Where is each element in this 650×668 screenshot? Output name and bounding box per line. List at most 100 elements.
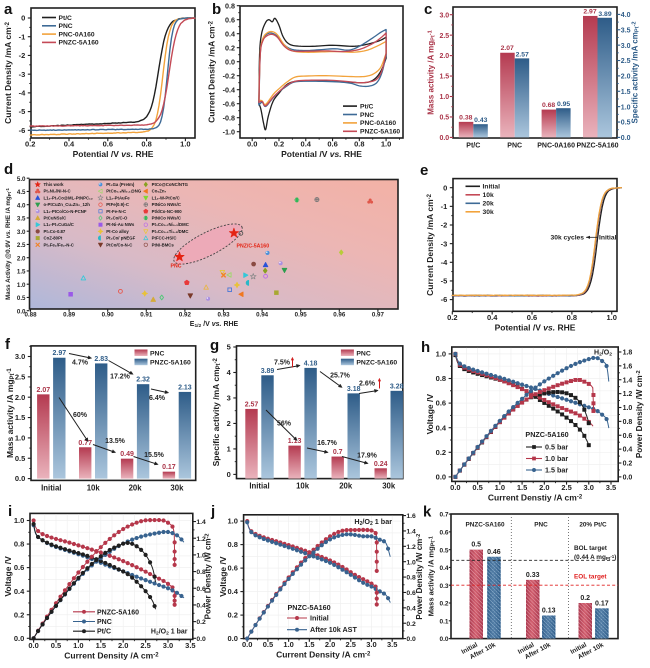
svg-text:-6: -6 (441, 295, 448, 304)
svg-text:PNZC-5A160: PNZC-5A160 (525, 430, 568, 439)
svg-text:0.8: 0.8 (354, 140, 364, 149)
svg-text:Pt/C: Pt/C (360, 103, 374, 110)
svg-text:0.0: 0.0 (28, 641, 38, 650)
svg-text:1.0: 1.0 (227, 517, 237, 526)
svg-text:1.0: 1.0 (73, 641, 83, 650)
svg-text:0.8: 0.8 (14, 540, 24, 549)
svg-text:o-PtCuZn_Cu₆Zn₂_12h: o-PtCuZn_Cu₆Zn₂_12h (44, 202, 91, 207)
svg-text:PNC: PNC (59, 23, 73, 30)
svg-text:0.2: 0.2 (406, 621, 416, 628)
svg-text:30k: 30k (170, 483, 184, 492)
svg-text:1.0: 1.0 (17, 282, 26, 289)
svg-text:0.4: 0.4 (301, 140, 312, 149)
svg-text:-3: -3 (441, 239, 448, 248)
svg-text:1.0: 1.0 (14, 516, 24, 525)
svg-text:1.5: 1.5 (304, 640, 314, 649)
svg-text:Potential /V vs. RHE: Potential /V vs. RHE (281, 149, 362, 159)
svg-text:i: i (8, 503, 12, 520)
svg-text:-5: -5 (19, 107, 26, 116)
svg-text:PNC: PNC (534, 522, 548, 529)
svg-text:0.0: 0.0 (436, 473, 446, 482)
svg-text:Pt/C: Pt/C (97, 629, 111, 636)
svg-text:1.5: 1.5 (517, 483, 527, 492)
svg-text:0.24: 0.24 (374, 461, 388, 468)
svg-text:1.5 bar: 1.5 bar (545, 466, 568, 475)
svg-text:0.7: 0.7 (439, 512, 448, 519)
svg-text:0.0: 0.0 (439, 636, 448, 643)
svg-text:0.4: 0.4 (436, 423, 447, 432)
svg-text:-0.4: -0.4 (223, 85, 235, 94)
svg-text:Initial: Initial (41, 483, 61, 492)
svg-text:2.5: 2.5 (439, 33, 449, 40)
svg-text:-0.6: -0.6 (223, 99, 235, 108)
svg-text:0.0: 0.0 (623, 475, 633, 482)
svg-text:0.0: 0.0 (225, 57, 235, 66)
svg-text:0.97: 0.97 (372, 312, 385, 319)
svg-text:3.18: 3.18 (347, 386, 361, 393)
svg-text:-4: -4 (19, 88, 26, 97)
svg-text:10k: 10k (87, 483, 101, 492)
svg-text:0.96: 0.96 (333, 312, 346, 319)
svg-text:1.13: 1.13 (288, 438, 302, 445)
svg-text:2.6%: 2.6% (359, 381, 376, 388)
svg-text:Initial: Initial (599, 235, 617, 242)
svg-text:PtFe(0.9)-C: PtFe(0.9)-C (106, 202, 129, 207)
svg-text:L1₂-W-PtCo/C: L1₂-W-PtCo/C (152, 195, 180, 200)
svg-text:2.07: 2.07 (501, 45, 514, 52)
svg-text:PNZC-5A160: PNZC-5A160 (97, 609, 139, 616)
svg-text:-1: -1 (19, 32, 26, 41)
svg-text:PNZC-5A160: PNZC-5A160 (288, 603, 331, 612)
svg-text:3.28: 3.28 (390, 383, 404, 390)
svg-text:0.6: 0.6 (436, 399, 446, 408)
svg-text:0.4: 0.4 (487, 313, 498, 322)
svg-text:f: f (5, 336, 11, 353)
svg-text:20k: 20k (129, 483, 143, 492)
svg-text:0.17: 0.17 (162, 464, 176, 471)
svg-text:15.5%: 15.5% (144, 452, 165, 459)
svg-text:Mass activity /A mgPt-1: Mass activity /A mgPt-1 (427, 30, 437, 115)
svg-text:EOL target: EOL target (574, 574, 607, 581)
svg-text:1.5: 1.5 (15, 413, 25, 422)
svg-text:0.77: 0.77 (78, 440, 92, 447)
svg-text:20% Pt/C: 20% Pt/C (579, 522, 607, 529)
svg-text:PNZC-5A160: PNZC-5A160 (59, 40, 99, 47)
svg-text:1.8: 1.8 (623, 350, 633, 357)
svg-text:0.89: 0.89 (63, 312, 76, 319)
svg-text:E1/2 /V vs. RHE: E1/2 /V vs. RHE (190, 321, 239, 329)
svg-text:1.0 bar: 1.0 bar (545, 454, 568, 463)
svg-text:PNZC-SA160: PNZC-SA160 (465, 522, 505, 529)
svg-text:3.0: 3.0 (163, 641, 173, 650)
svg-text:PNC: PNC (171, 264, 182, 270)
svg-text:2.0: 2.0 (118, 641, 128, 650)
svg-text:0.5: 0.5 (472, 483, 482, 492)
svg-text:2.0: 2.0 (17, 255, 26, 262)
svg-text:CoZ-80Pt: CoZ-80Pt (44, 236, 63, 241)
svg-text:3.0: 3.0 (17, 229, 26, 236)
svg-text:1: 1 (227, 445, 231, 454)
svg-text:-6: -6 (19, 126, 26, 135)
svg-text:0.8: 0.8 (436, 374, 446, 383)
svg-text:1.0: 1.0 (180, 140, 190, 149)
svg-text:H2/O2 1 bar: H2/O2 1 bar (354, 517, 392, 527)
svg-text:5: 5 (227, 343, 231, 352)
svg-text:Current Denstiy /A cm-2: Current Denstiy /A cm-2 (488, 492, 583, 502)
svg-text:PNC: PNC (356, 350, 370, 357)
svg-text:1.4: 1.4 (623, 377, 633, 384)
svg-text:0.6: 0.6 (439, 529, 448, 536)
svg-text:Pt/C: Pt/C (59, 15, 73, 22)
svg-text:1.0: 1.0 (283, 640, 293, 649)
svg-text:h: h (421, 339, 430, 356)
svg-text:PtNiCo NWs/C: PtNiCo NWs/C (152, 216, 181, 221)
svg-text:Pt-Co alloy: Pt-Co alloy (106, 229, 129, 234)
svg-text:PtFCC-HS/C: PtFCC-HS/C (152, 236, 177, 241)
svg-text:3.5: 3.5 (621, 27, 631, 34)
svg-text:H2/O2 1 bar: H2/O2 1 bar (151, 629, 188, 637)
svg-text:4.7%: 4.7% (72, 360, 89, 367)
svg-text:2.5: 2.5 (15, 372, 25, 381)
svg-text:PNC-0A160: PNC-0A160 (59, 31, 95, 38)
svg-text:0.5: 0.5 (439, 547, 448, 554)
svg-text:3.5: 3.5 (185, 641, 195, 650)
svg-text:4.0: 4.0 (621, 12, 631, 19)
svg-text:-0.8: -0.8 (223, 113, 235, 122)
svg-text:6.4%: 6.4% (149, 395, 166, 402)
